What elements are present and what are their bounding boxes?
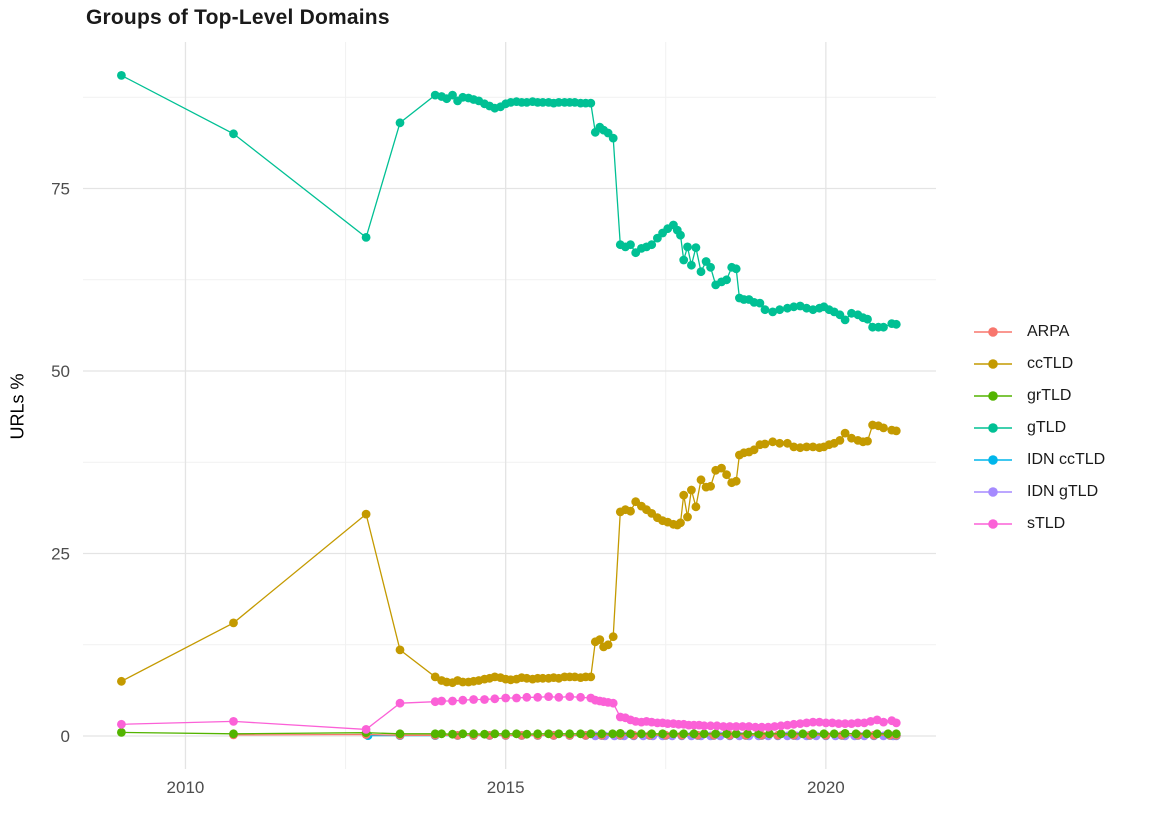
y-tick-label: 25 (51, 545, 70, 564)
legend-label: grTLD (1027, 387, 1072, 404)
series-points-cctld (117, 420, 901, 688)
legend-item-idn-cctld: IDN ccTLD (972, 444, 1105, 476)
legend: ARPA ccTLD grTLD gTLD IDN ccTLD IDN gTLD sTLD (972, 316, 1105, 540)
legend-label: gTLD (1027, 419, 1067, 436)
legend-key-icon (974, 423, 1012, 433)
x-tick-label: 2015 (487, 778, 525, 797)
series-grtld (117, 728, 901, 739)
legend-item-cctld: ccTLD (972, 348, 1105, 380)
axis-tick-labels: 0 25 50 75 2010 2015 2020 (51, 180, 845, 797)
series-stld (117, 692, 901, 734)
series-points-stld (117, 692, 901, 734)
legend-item-gtld: gTLD (972, 412, 1105, 444)
legend-item-idn-gtld: IDN gTLD (972, 476, 1105, 508)
minor-gridlines (83, 42, 936, 769)
legend-item-arpa: ARPA (972, 316, 1105, 348)
legend-label: ARPA (1027, 323, 1070, 340)
legend-label: IDN gTLD (1027, 483, 1099, 500)
legend-label: IDN ccTLD (1027, 451, 1106, 468)
y-tick-label: 0 (61, 727, 70, 746)
series-points-gtld (117, 71, 901, 332)
x-tick-label: 2020 (807, 778, 845, 797)
legend-label: ccTLD (1027, 355, 1074, 372)
y-tick-label: 75 (51, 180, 70, 199)
legend-label: sTLD (1027, 515, 1066, 532)
series-gtld (117, 71, 901, 332)
x-tick-label: 2010 (167, 778, 205, 797)
series-line-gtld (121, 74, 897, 328)
legend-key-icon (974, 359, 1012, 369)
major-gridlines (83, 42, 936, 769)
legend-key-icon (974, 391, 1012, 401)
legend-key-icon (974, 487, 1012, 497)
legend-item-stld: sTLD (972, 508, 1105, 540)
y-tick-label: 50 (51, 362, 70, 381)
legend-key-icon (974, 327, 1012, 337)
legend-item-grtld: grTLD (972, 380, 1105, 412)
legend-key-icon (974, 519, 1012, 529)
series-points-grtld (117, 728, 901, 739)
series-cctld (117, 420, 901, 688)
legend-key-icon (974, 455, 1012, 465)
chart-title: Groups of Top-Level Domains (86, 6, 390, 29)
